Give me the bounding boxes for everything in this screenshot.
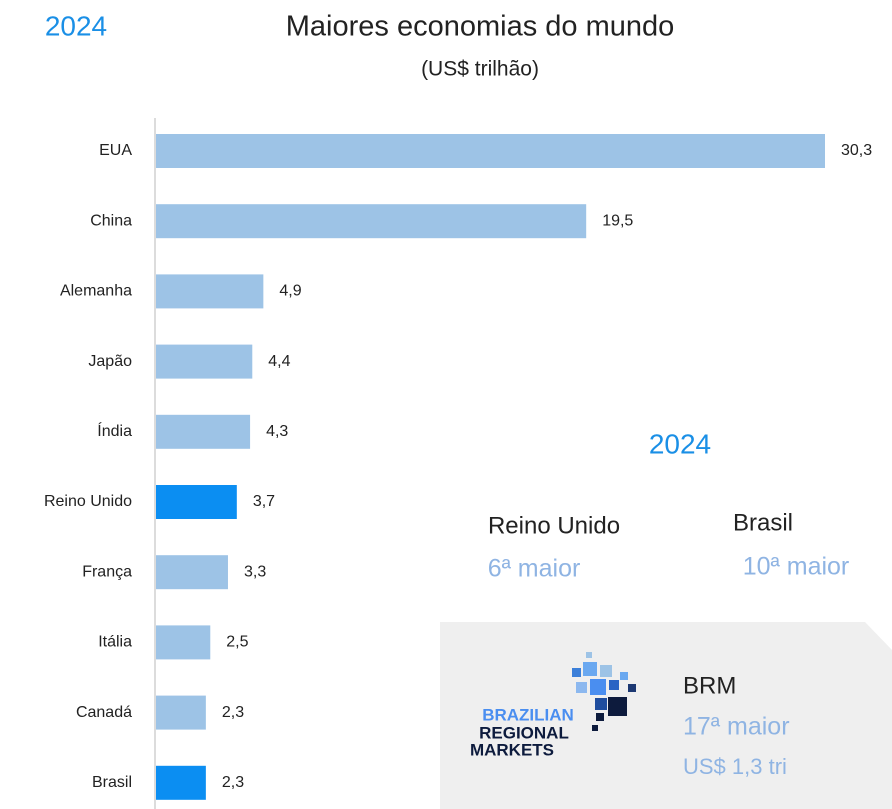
highlight-rank: 6ª maior <box>488 555 581 583</box>
y-tick-label: EUA <box>99 142 132 159</box>
bar <box>156 204 587 239</box>
brm-value: US$ 1,3 tri <box>683 754 787 779</box>
chart-title: Maiores economias do mundo <box>286 11 674 43</box>
bar <box>156 414 251 449</box>
value-label: 3,3 <box>244 563 266 580</box>
y-tick-label: Brasil <box>92 774 132 791</box>
bar <box>156 625 211 660</box>
highlight-rank: 10ª maior <box>743 553 850 581</box>
value-label: 4,3 <box>266 423 288 440</box>
value-label: 4,4 <box>268 353 290 370</box>
value-label: 30,3 <box>841 142 872 159</box>
highlight-name: Reino Unido <box>488 512 620 539</box>
y-tick-label: França <box>82 563 132 580</box>
brm-logo-text: REGIONAL <box>479 723 569 742</box>
y-tick-label: Reino Unido <box>44 493 132 510</box>
value-label: 2,3 <box>222 774 244 791</box>
value-label: 3,7 <box>253 493 275 510</box>
y-tick-label: Canadá <box>76 704 132 721</box>
year-label: 2024 <box>45 10 107 41</box>
y-tick-label: Itália <box>98 634 132 651</box>
value-label: 4,9 <box>279 283 301 300</box>
bar <box>156 134 825 168</box>
chart-subtitle: (US$ trilhão) <box>421 58 539 81</box>
brm-logo-text: BRAZILIAN <box>482 705 574 724</box>
brm-name: BRM <box>683 672 736 699</box>
brm-logo-squares <box>572 652 636 731</box>
y-tick-label: Índia <box>97 421 132 440</box>
value-label: 2,3 <box>222 704 244 721</box>
y-tick-label: Alemanha <box>60 283 132 300</box>
bar <box>156 344 253 379</box>
value-label: 2,5 <box>226 634 248 651</box>
bar <box>156 695 206 730</box>
bar <box>156 765 206 800</box>
highlight-name: Brasil <box>733 509 793 536</box>
highlight-year: 2024 <box>649 428 711 459</box>
y-tick-label: China <box>90 212 132 229</box>
y-tick-label: Japão <box>88 353 132 370</box>
value-label: 19,5 <box>602 212 633 229</box>
bar <box>156 555 228 590</box>
brm-panel <box>440 622 892 809</box>
bar <box>156 274 264 309</box>
bar <box>156 485 237 519</box>
brm-logo-text: MARKETS <box>470 740 554 759</box>
brm-rank: 17ª maior <box>683 713 790 741</box>
